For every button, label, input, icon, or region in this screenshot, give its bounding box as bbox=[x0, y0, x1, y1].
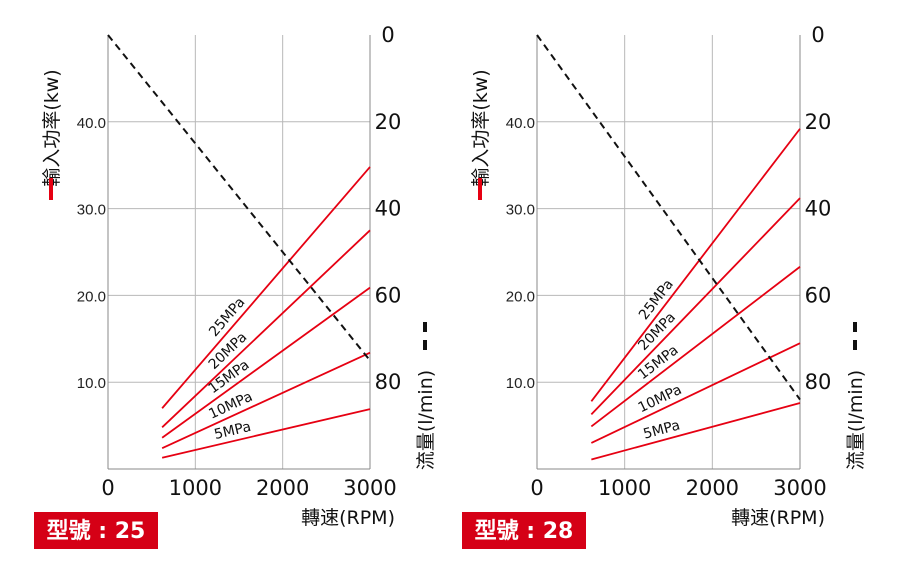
y-right-axis-title: 流量(l/min) bbox=[845, 370, 867, 470]
flow-legend-dash-marker bbox=[423, 340, 427, 350]
model-badge-label: 型號 : 28 bbox=[475, 519, 574, 544]
y-right-tick-label: 40 bbox=[805, 197, 832, 221]
x-tick-label: 0 bbox=[530, 476, 543, 500]
flow-dashed-line bbox=[107, 34, 371, 362]
x-axis-title: 轉速(RPM) bbox=[301, 507, 395, 529]
flow-legend-dash-marker bbox=[853, 322, 857, 332]
chart-panel-1: 10.0 20.0 30.0 40.0 0 1000 2000 3000 0 20 40 60 80 轉速… bbox=[34, 23, 437, 549]
x-tick-label: 2000 bbox=[686, 476, 739, 500]
y-left-tick-label: 30.0 bbox=[506, 202, 535, 219]
y-left-tick-label: 10.0 bbox=[77, 375, 106, 392]
power-line-15mpa bbox=[161, 286, 371, 439]
power-line-10mpa bbox=[590, 342, 801, 444]
x-tick-label: 1000 bbox=[598, 476, 651, 500]
y-right-tick-label: 60 bbox=[375, 283, 402, 307]
power-line-10mpa bbox=[161, 351, 371, 449]
y-left-axis-title: 輸入功率(kw) bbox=[41, 69, 63, 186]
flow-legend-dash-marker bbox=[853, 340, 857, 350]
y-left-tick-label: 40.0 bbox=[506, 115, 535, 132]
y-right-tick-label: 0 bbox=[811, 23, 824, 47]
power-line-25mpa bbox=[590, 128, 801, 402]
y-right-tick-label: 20 bbox=[375, 110, 402, 134]
y-right-tick-label: 0 bbox=[381, 23, 394, 47]
y-left-tick-label: 40.0 bbox=[77, 115, 106, 132]
y-left-tick-label: 30.0 bbox=[77, 202, 106, 219]
power-legend-marker bbox=[49, 178, 53, 200]
y-right-tick-label: 20 bbox=[805, 110, 832, 134]
x-tick-label: 3000 bbox=[773, 476, 826, 500]
power-line-25mpa bbox=[161, 166, 371, 409]
y-right-axis-title: 流量(l/min) bbox=[415, 370, 437, 470]
flow-dashed-line bbox=[536, 34, 801, 401]
chart-panel-2: 10.0 20.0 30.0 40.0 0 1000 2000 3000 0 20 40 60 80 轉速… bbox=[462, 23, 867, 549]
model-badge bbox=[462, 512, 586, 549]
y-left-tick-label: 20.0 bbox=[77, 288, 106, 305]
x-tick-label: 2000 bbox=[256, 476, 309, 500]
y-right-tick-label: 60 bbox=[805, 283, 832, 307]
x-tick-label: 3000 bbox=[343, 476, 396, 500]
power-line-20mpa bbox=[161, 229, 371, 428]
x-axis-title: 轉速(RPM) bbox=[731, 507, 825, 529]
power-legend-marker bbox=[478, 178, 482, 200]
flow-legend-dash-marker bbox=[423, 322, 427, 332]
power-line-20mpa bbox=[590, 197, 801, 415]
x-tick-label: 0 bbox=[101, 476, 114, 500]
model-badge bbox=[34, 512, 158, 549]
power-line-15mpa bbox=[590, 266, 801, 428]
y-left-tick-label: 20.0 bbox=[506, 288, 535, 305]
power-line-5mpa bbox=[161, 408, 371, 459]
y-right-tick-label: 80 bbox=[805, 370, 832, 394]
power-line-5mpa bbox=[591, 402, 801, 461]
series-label: 5MPa bbox=[642, 417, 682, 442]
model-badge-label: 型號 : 25 bbox=[47, 519, 146, 544]
x-tick-label: 1000 bbox=[169, 476, 222, 500]
y-left-tick-label: 10.0 bbox=[506, 375, 535, 392]
y-left-axis-title: 輸入功率(kw) bbox=[470, 69, 492, 186]
y-right-tick-label: 40 bbox=[375, 197, 402, 221]
y-right-tick-label: 80 bbox=[375, 370, 402, 394]
